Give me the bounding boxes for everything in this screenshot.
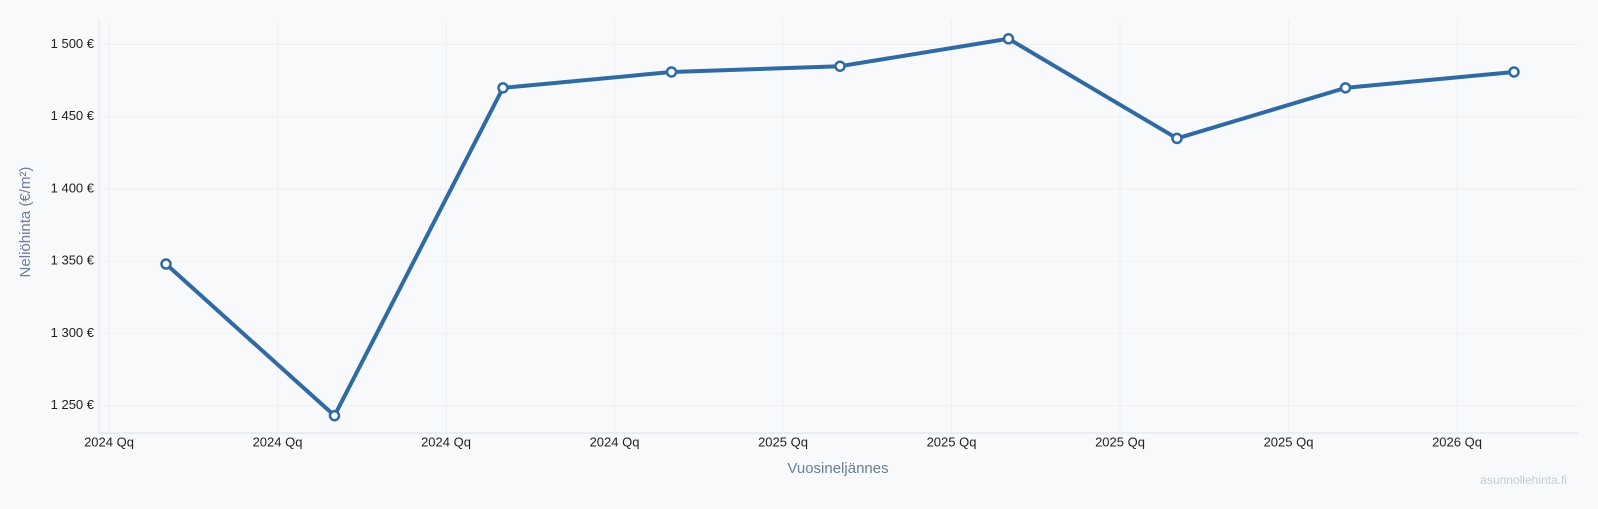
y-tick-label: 1 400 € [51, 180, 95, 195]
x-tick-label: 2025 Qq [1095, 434, 1145, 449]
y-tick-label: 1 300 € [51, 325, 95, 340]
point [1339, 82, 1352, 94]
point [328, 409, 341, 422]
y-tick-label: 1 250 € [51, 397, 95, 412]
x-tick-label: 2024 Qq [590, 434, 640, 449]
point [665, 66, 678, 78]
x-tick-label: 2025 Qq [758, 434, 808, 449]
point [160, 258, 172, 270]
watermark: asunnollehinta.fi [1480, 473, 1567, 487]
x-tick-label: 2025 Qq [1264, 434, 1314, 449]
y-axis-title: Neliöhinta (€/m²) [17, 167, 34, 278]
x-tick-label: 2026 Qq [1432, 434, 1482, 449]
x-tick-label: 2025 Qq [927, 434, 977, 449]
x-tick-label: 2024 Qq [253, 434, 303, 449]
line [164, 36, 1515, 418]
y-tick-label: 1 450 € [51, 108, 95, 123]
point [1002, 33, 1015, 45]
x-tick-label: 2024 Qq [84, 434, 134, 449]
y-tick-label: 1 350 € [51, 253, 95, 268]
point [1171, 132, 1183, 145]
x-axis-title: Vuosineljännes [787, 460, 888, 477]
point [834, 60, 846, 72]
y-tick-label: 1 500 € [51, 36, 95, 51]
point [1508, 66, 1520, 78]
point [497, 82, 509, 94]
x-tick-label: 2024 Qq [421, 434, 471, 449]
